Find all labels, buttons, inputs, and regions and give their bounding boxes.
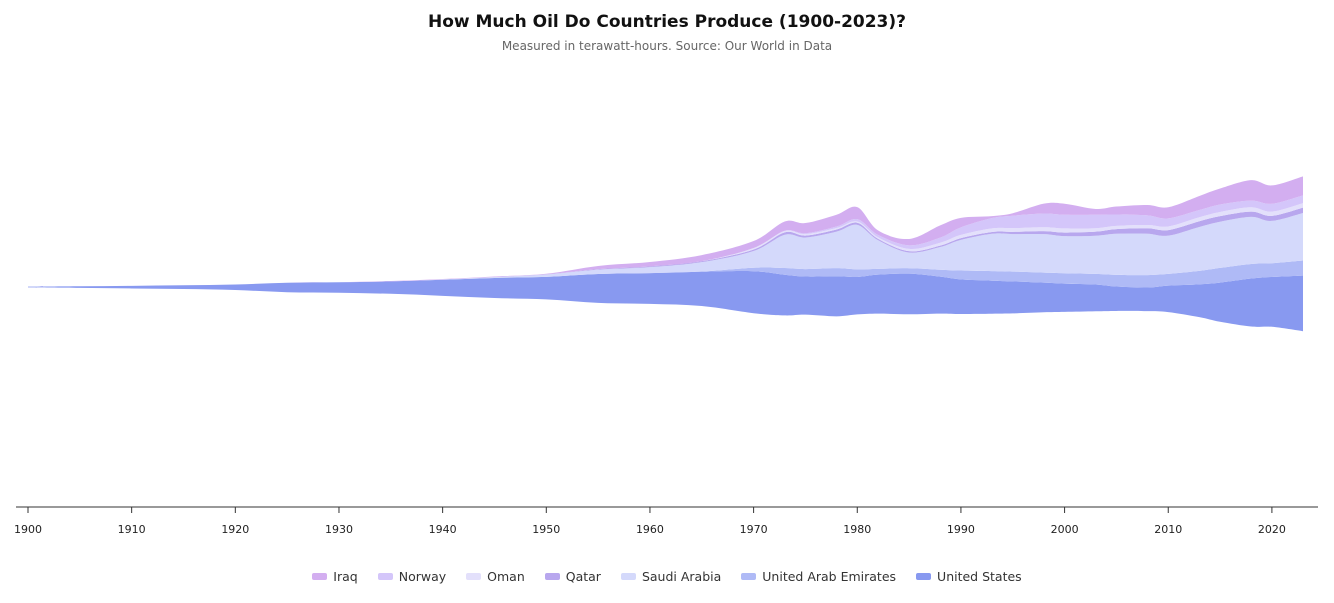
legend-swatch — [544, 573, 560, 580]
stream-united-states[interactable] — [28, 271, 1303, 332]
legend-item-iraq[interactable]: Iraq — [312, 569, 358, 584]
stream-iraq[interactable] — [28, 176, 1303, 287]
x-tick-label: 1990 — [947, 523, 975, 536]
legend-item-saudi-arabia[interactable]: Saudi Arabia — [620, 569, 722, 584]
x-axis-ticks: 1900 1910 1920 1930 1940 1950 1960 1970 1980 1990… — [14, 507, 1286, 536]
legend-swatch — [312, 573, 328, 580]
legend-swatch — [466, 573, 482, 580]
x-tick-label: 2020 — [1258, 523, 1286, 536]
legend-label: Norway — [398, 569, 447, 584]
legend-item-norway[interactable]: Norway — [377, 569, 447, 584]
legend-label: United Arab Emirates — [762, 569, 897, 584]
x-tick-label: 1900 — [14, 523, 42, 536]
legend-item-qatar[interactable]: Qatar — [544, 569, 601, 584]
x-tick-label: 2000 — [1051, 523, 1079, 536]
stream-layers — [28, 176, 1303, 332]
legend-label: Qatar — [565, 569, 601, 584]
legend-label: Saudi Arabia — [641, 569, 722, 584]
legend-item-oman[interactable]: Oman — [466, 569, 525, 584]
x-tick-label: 1980 — [843, 523, 871, 536]
legend-swatch — [620, 573, 636, 580]
legend-item-united-arab-emirates[interactable]: United Arab Emirates — [741, 569, 896, 584]
stream-saudi-arabia[interactable] — [28, 213, 1303, 287]
x-tick-label: 1930 — [325, 523, 353, 536]
x-tick-label: 1950 — [532, 523, 560, 536]
legend-swatch — [741, 573, 757, 580]
chart-subtitle: Measured in terawatt-hours. Source: Our … — [501, 39, 833, 53]
legend-item-united-states[interactable]: United States — [916, 569, 1022, 584]
legend-swatch — [377, 573, 393, 580]
legend-label: United States — [937, 569, 1022, 584]
legend-label: Oman — [487, 569, 525, 584]
x-tick-label: 1960 — [636, 523, 664, 536]
legend: Iraq Norway Oman Qatar Saudi Arabia United Ar… — [0, 569, 1334, 584]
stream-united-arab-emirates[interactable] — [28, 260, 1303, 288]
legend-label: Iraq — [333, 569, 358, 584]
x-tick-label: 1910 — [118, 523, 146, 536]
chart-title: How Much Oil Do Countries Produce (1900-… — [427, 12, 907, 32]
x-tick-label: 2010 — [1154, 523, 1182, 536]
x-tick-label: 1940 — [429, 523, 457, 536]
x-tick-label: 1970 — [740, 523, 768, 536]
legend-swatch — [916, 573, 932, 580]
x-tick-label: 1920 — [221, 523, 249, 536]
